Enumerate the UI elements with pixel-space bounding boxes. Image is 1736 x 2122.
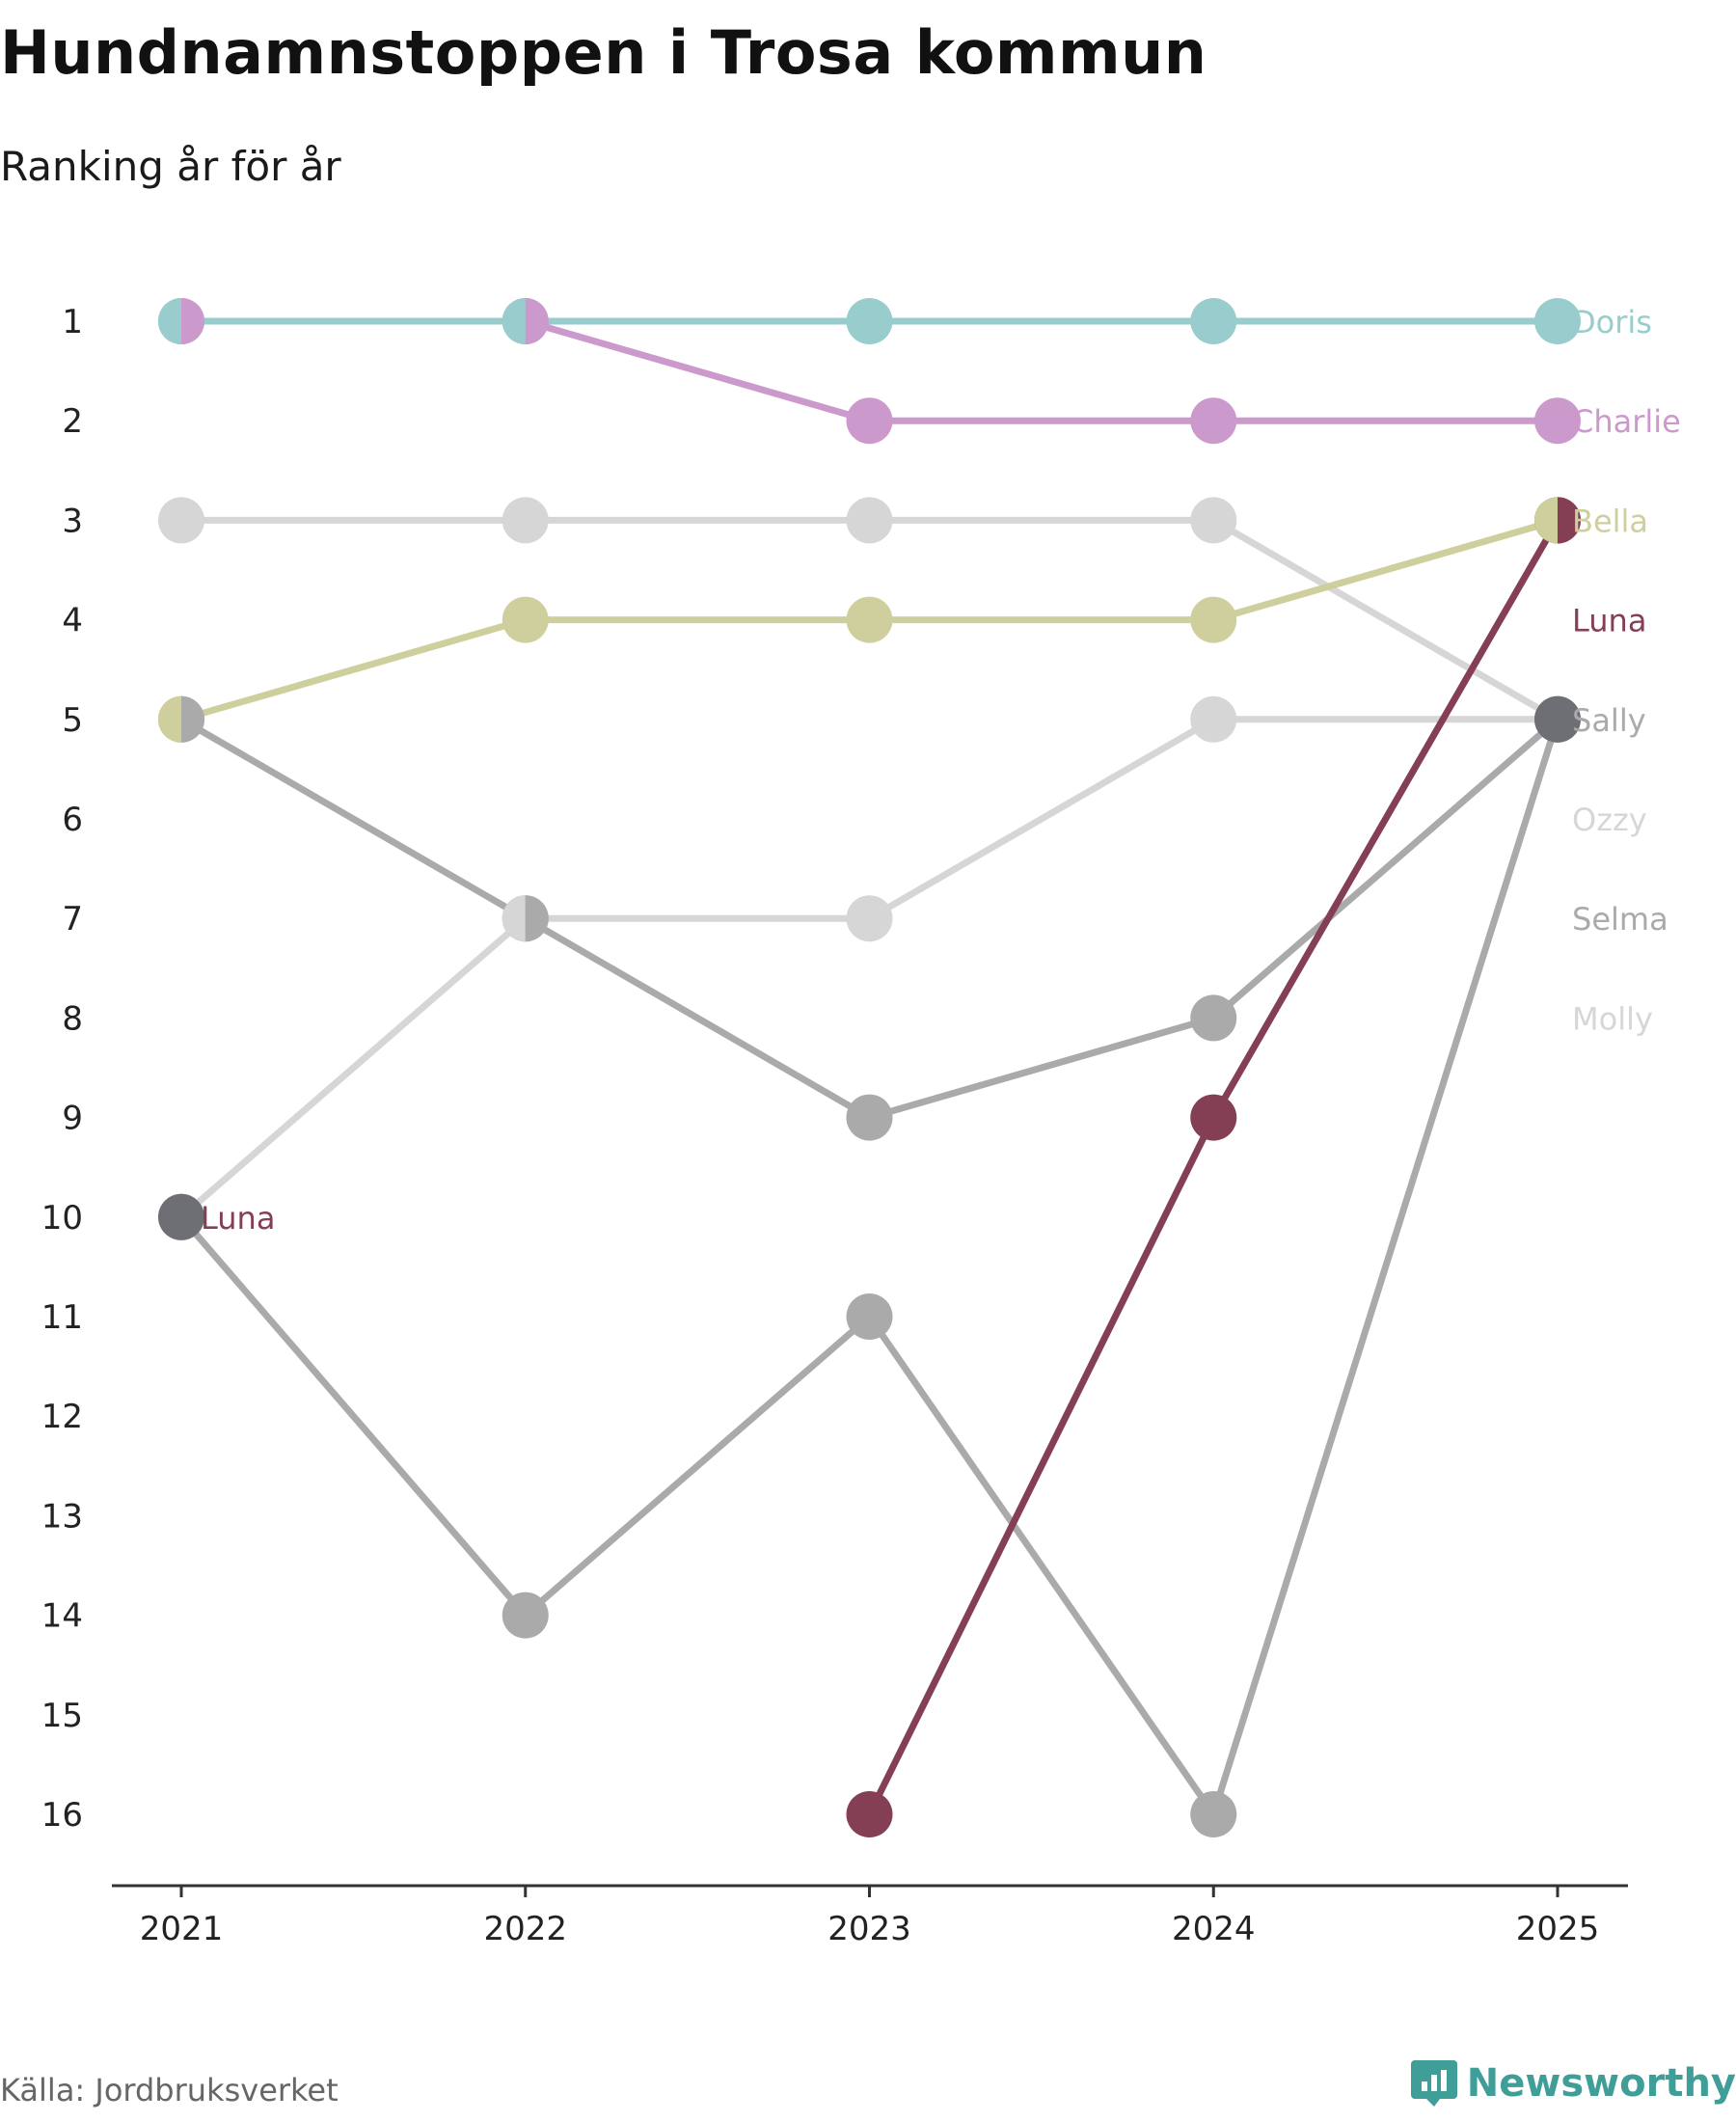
y-tick-label-4: 4: [62, 602, 83, 640]
source-note: Källa: Jordbruksverket: [0, 2072, 339, 2108]
y-tick-label-11: 11: [41, 1298, 83, 1337]
point-doris-2023: [846, 298, 893, 344]
brand-name: Newsworthy: [1466, 2061, 1736, 2106]
x-tick-label-2021: 2021: [140, 1910, 224, 1948]
x-tick-label-2025: 2025: [1516, 1910, 1600, 1948]
end-label-molly: Molly: [1572, 1000, 1653, 1037]
point-sally-2024: [1190, 994, 1237, 1042]
chart-subtitle: Ranking år för år: [0, 143, 341, 190]
point-luna-2024: [1190, 1094, 1237, 1141]
point-bella-2024: [1190, 596, 1237, 643]
y-tick-label-1: 1: [62, 303, 83, 341]
end-label-selma: Selma: [1572, 901, 1668, 938]
annotation-label: Luna: [201, 1200, 275, 1237]
point-ozzy-2024: [1190, 497, 1237, 544]
y-tick-label-13: 13: [41, 1497, 83, 1536]
end-label-doris: Doris: [1572, 304, 1652, 340]
y-tick-label-5: 5: [62, 701, 83, 740]
series-lines: [177, 317, 1561, 1818]
end-label-charlie: Charlie: [1572, 403, 1681, 440]
point-ozzy-2021: [158, 497, 204, 544]
shared-point-2025-3-left: [1534, 497, 1558, 544]
end-label-luna: Luna: [1572, 603, 1646, 639]
brand: Newsworthy: [1410, 2060, 1736, 2107]
x-tick-label-2024: 2024: [1172, 1910, 1256, 1948]
y-tick-label-12: 12: [41, 1398, 83, 1436]
shared-point-2022-7-left: [502, 895, 526, 942]
y-tick-label-10: 10: [41, 1199, 83, 1238]
point-selma-2024: [1190, 1791, 1237, 1837]
y-tick-label-2: 2: [62, 402, 83, 441]
shared-point-2021-1-right: [181, 298, 204, 344]
y-tick-label-6: 6: [62, 801, 83, 839]
series-points: [158, 298, 1582, 1837]
point-selma-2022: [502, 1592, 549, 1639]
newsworthy-logo-icon: [1410, 2060, 1457, 2107]
shared-point-2021-10: [158, 1193, 204, 1240]
point-molly-2024: [1190, 695, 1237, 743]
shared-point-2021-5-left: [158, 695, 181, 743]
shared-point-2021-5-right: [181, 695, 205, 743]
y-tick-label-9: 9: [62, 1100, 83, 1138]
end-label-sally: Sally: [1572, 702, 1646, 739]
series-line-molly: [177, 716, 1561, 1221]
shared-point-2021-1-left: [158, 298, 181, 344]
point-doris-2025: [1534, 298, 1581, 344]
point-doris-2024: [1190, 298, 1237, 344]
point-selma-2023: [846, 1293, 893, 1340]
shared-point-2025-3-right: [1558, 497, 1582, 544]
shared-point-2022-1-right: [525, 298, 549, 344]
y-tick-label-8: 8: [62, 999, 83, 1038]
point-charlie-2025: [1534, 397, 1581, 445]
point-bella-2023: [846, 596, 893, 643]
y-tick-label-7: 7: [62, 900, 83, 939]
point-bella-2022: [502, 596, 549, 643]
y-tick-label-15: 15: [41, 1697, 83, 1735]
point-molly-2023: [846, 895, 893, 942]
y-tick-label-16: 16: [41, 1796, 83, 1835]
x-tick-label-2023: 2023: [827, 1910, 911, 1948]
end-label-ozzy: Ozzy: [1572, 802, 1647, 838]
chart-title: Hundnamnstoppen i Trosa kommun: [0, 17, 1207, 88]
y-tick-label-3: 3: [62, 502, 83, 540]
x-tick-label-2022: 2022: [483, 1910, 567, 1948]
point-charlie-2024: [1190, 397, 1237, 445]
end-label-bella: Bella: [1572, 503, 1648, 539]
series-labels: Doris Charlie Bella Luna Sally Ozzy Selma Molly…: [201, 304, 1681, 1237]
y-tick-label-14: 14: [41, 1597, 83, 1636]
point-luna-2023: [846, 1791, 893, 1837]
shared-point-2025-5: [1534, 695, 1581, 743]
point-charlie-2023: [846, 397, 893, 445]
point-ozzy-2023: [846, 497, 893, 544]
point-sally-2023: [846, 1094, 893, 1141]
point-ozzy-2022: [502, 497, 549, 544]
shared-point-2022-1-left: [502, 298, 526, 344]
shared-point-2022-7-right: [525, 895, 549, 942]
